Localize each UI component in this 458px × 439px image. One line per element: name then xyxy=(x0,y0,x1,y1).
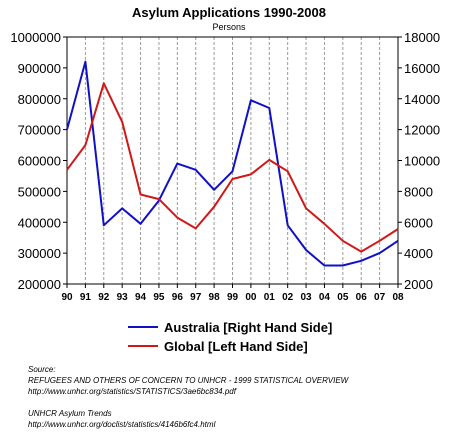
x-tick-label: 90 xyxy=(61,292,73,303)
left-tick-label: 1000000 xyxy=(10,30,61,45)
legend-label: Global [Left Hand Side] xyxy=(164,339,308,354)
right-tick-label: 12000 xyxy=(404,123,440,138)
left-tick-label: 500000 xyxy=(18,184,61,199)
legend: Australia [Right Hand Side] Global [Left … xyxy=(128,320,332,354)
x-tick-label: 02 xyxy=(282,292,294,303)
x-tick-label: 98 xyxy=(209,292,221,303)
x-tick-label: 99 xyxy=(227,292,239,303)
series-line-australia xyxy=(66,60,399,267)
right-tick-label: 8000 xyxy=(404,184,433,199)
left-tick-label: 800000 xyxy=(18,92,61,107)
x-tick-label: 03 xyxy=(300,292,312,303)
legend-label: Australia [Right Hand Side] xyxy=(164,320,332,335)
right-tick-label: 14000 xyxy=(404,92,440,107)
x-tick-label: 93 xyxy=(117,292,129,303)
x-tick-label: 94 xyxy=(135,292,147,303)
x-tick-label: 97 xyxy=(190,292,202,303)
x-axis: 90 91 92 93 94 95 96 97 98 99 00 01 02 03 04 05 06 07 08 xyxy=(61,284,404,303)
x-tick-label: 96 xyxy=(172,292,184,303)
left-tick-label: 300000 xyxy=(18,246,61,261)
left-tick-label: 900000 xyxy=(18,61,61,76)
source-line-4: http://www.unhcr.org/doclist/statistics/… xyxy=(28,420,216,429)
left-tick-label: 700000 xyxy=(18,123,61,138)
right-axis: 2000 4000 6000 8000 10000 12000 14000 16000 1800… xyxy=(398,30,440,292)
x-tick-label: 92 xyxy=(98,292,110,303)
x-tick-label: 01 xyxy=(264,292,276,303)
series-lines xyxy=(66,60,399,267)
x-tick-label: 06 xyxy=(356,292,368,303)
left-tick-label: 200000 xyxy=(18,277,61,292)
series-line-global xyxy=(66,82,399,253)
source-heading: Source: xyxy=(28,365,56,374)
right-tick-label: 2000 xyxy=(404,277,433,292)
x-tick-label: 91 xyxy=(80,292,92,303)
right-tick-label: 4000 xyxy=(404,246,433,261)
left-axis: 200000 300000 400000 500000 600000 700000 8000… xyxy=(10,30,67,292)
x-tick-label: 07 xyxy=(374,292,386,303)
right-tick-label: 6000 xyxy=(404,215,433,230)
x-tick-label: 04 xyxy=(319,292,331,303)
vertical-grid xyxy=(84,37,381,284)
left-tick-label: 400000 xyxy=(18,215,61,230)
source-line-3: UNHCR Asylum Trends xyxy=(28,409,112,418)
source-line-2: http://www.unhcr.org/statistics/STATISTI… xyxy=(28,387,236,396)
right-tick-label: 18000 xyxy=(404,30,440,45)
source-line-1: REFUGEES AND OTHERS OF CONCERN TO UNHCR … xyxy=(28,376,349,385)
chart-title: Asylum Applications 1990-2008 xyxy=(132,5,326,20)
left-tick-label: 600000 xyxy=(18,154,61,169)
right-tick-label: 10000 xyxy=(404,154,440,169)
right-tick-label: 16000 xyxy=(404,61,440,76)
x-tick-label: 08 xyxy=(392,292,404,303)
x-tick-label: 00 xyxy=(245,292,257,303)
x-tick-label: 95 xyxy=(153,292,165,303)
x-tick-label: 05 xyxy=(337,292,349,303)
chart-subtitle: Persons xyxy=(212,22,246,32)
